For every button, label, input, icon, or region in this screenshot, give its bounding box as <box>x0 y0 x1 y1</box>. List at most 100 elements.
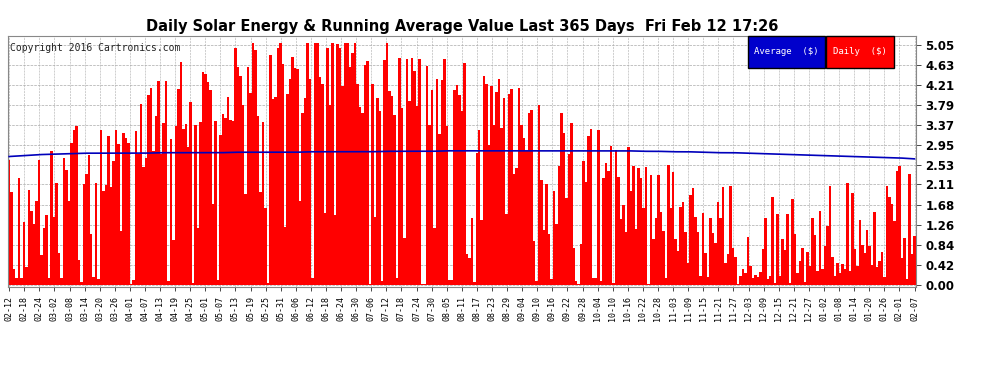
Bar <box>187 147 189 285</box>
Bar <box>640 178 643 285</box>
Bar <box>274 97 276 285</box>
Bar <box>881 252 883 285</box>
Bar <box>725 264 727 285</box>
Bar <box>610 146 612 285</box>
Bar <box>704 253 707 285</box>
Bar <box>612 282 615 285</box>
Bar <box>393 115 396 285</box>
Bar <box>289 80 291 285</box>
Bar <box>72 130 75 285</box>
Bar <box>145 158 148 285</box>
Bar <box>279 43 281 285</box>
Bar <box>842 264 843 285</box>
Bar <box>450 280 453 285</box>
Bar <box>822 269 824 285</box>
Bar <box>776 213 779 285</box>
Bar <box>60 278 62 285</box>
Bar <box>630 191 633 285</box>
Bar <box>296 69 299 285</box>
Bar <box>444 59 446 285</box>
Bar <box>672 172 674 285</box>
Bar <box>65 170 67 285</box>
Bar <box>572 248 575 285</box>
Bar <box>421 284 424 285</box>
Bar <box>595 278 597 285</box>
Bar <box>251 43 254 285</box>
Bar <box>649 175 652 285</box>
Bar <box>18 178 21 285</box>
Bar <box>759 272 761 285</box>
Bar <box>577 284 580 285</box>
Bar <box>468 258 470 285</box>
Bar <box>77 261 80 285</box>
Bar <box>861 245 863 285</box>
Bar <box>485 84 488 285</box>
Bar <box>873 213 876 285</box>
Bar <box>901 258 903 285</box>
Bar <box>682 202 684 285</box>
Bar <box>521 125 523 285</box>
Bar <box>832 257 834 285</box>
Bar <box>222 114 225 285</box>
Bar <box>863 253 866 285</box>
Bar <box>232 121 235 285</box>
Bar <box>85 174 87 285</box>
Bar <box>715 243 717 285</box>
Bar <box>125 138 128 285</box>
Bar <box>327 48 329 285</box>
Bar <box>169 138 172 285</box>
Bar <box>891 204 893 285</box>
Bar <box>115 130 118 285</box>
Bar <box>851 192 853 285</box>
Bar <box>722 188 725 285</box>
Bar <box>699 276 702 285</box>
Bar <box>460 111 463 285</box>
FancyBboxPatch shape <box>747 36 825 68</box>
Bar <box>199 122 202 285</box>
Bar <box>100 130 102 285</box>
Bar <box>480 220 483 285</box>
Bar <box>796 273 799 285</box>
Bar <box>426 66 429 285</box>
Bar <box>717 202 720 285</box>
Bar <box>33 224 36 285</box>
Bar <box>80 282 82 285</box>
Bar <box>837 263 839 285</box>
Bar <box>284 227 286 285</box>
Bar <box>567 154 570 285</box>
Bar <box>363 65 366 285</box>
Bar <box>615 150 618 285</box>
Bar <box>294 68 296 285</box>
Bar <box>319 78 322 285</box>
Bar <box>732 249 735 285</box>
Bar <box>590 129 592 285</box>
Bar <box>329 105 332 285</box>
Bar <box>162 123 164 285</box>
Bar <box>727 254 730 285</box>
Bar <box>834 276 837 285</box>
Bar <box>157 81 159 285</box>
Bar <box>217 280 220 285</box>
Bar <box>689 195 692 285</box>
Bar <box>582 160 585 285</box>
Bar <box>475 153 478 285</box>
FancyBboxPatch shape <box>826 36 894 68</box>
Bar <box>677 251 679 285</box>
Bar <box>401 108 403 285</box>
Bar <box>245 194 247 285</box>
Bar <box>500 128 503 285</box>
Bar <box>707 277 709 285</box>
Bar <box>490 86 493 285</box>
Bar <box>883 278 886 285</box>
Bar <box>304 98 306 285</box>
Bar <box>133 280 135 285</box>
Bar <box>237 68 240 285</box>
Bar <box>152 151 154 285</box>
Bar <box>652 238 654 285</box>
Bar <box>31 211 33 285</box>
Bar <box>207 82 209 285</box>
Bar <box>8 160 11 285</box>
Bar <box>843 269 846 285</box>
Bar <box>351 53 353 285</box>
Bar <box>510 89 513 285</box>
